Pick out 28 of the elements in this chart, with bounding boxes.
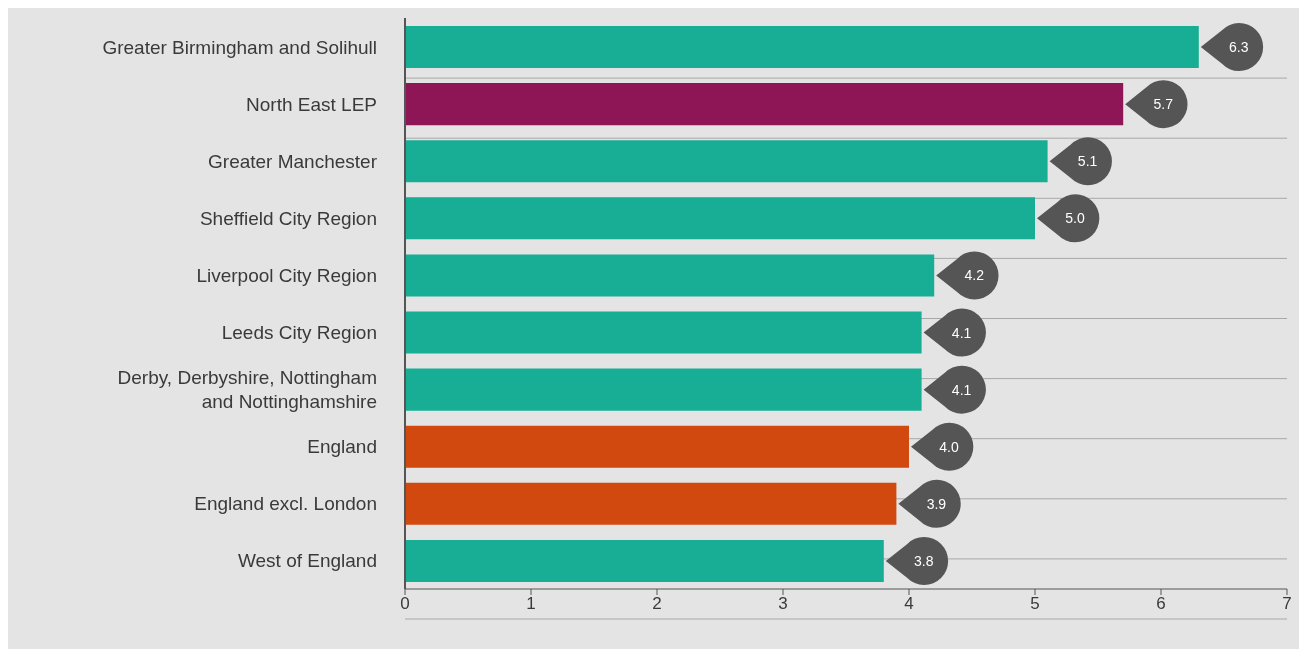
data-label: 5.0 xyxy=(1065,210,1085,227)
data-label: 4.0 xyxy=(939,438,959,455)
data-label: 3.8 xyxy=(914,552,934,569)
data-label: 4.2 xyxy=(964,267,985,284)
data-label: 4.1 xyxy=(951,324,972,341)
data-label: 5.7 xyxy=(1153,96,1174,113)
x-tick-label: 5 xyxy=(1030,594,1040,614)
data-label: 6.3 xyxy=(1229,39,1249,56)
y-tick-label: West of England xyxy=(237,549,377,571)
data-label: 4.1 xyxy=(951,381,972,398)
x-tick-label: 0 xyxy=(400,594,410,614)
y-tick-label: England xyxy=(307,435,377,457)
y-tick-label: Leeds City Region xyxy=(221,321,377,343)
y-tick-label: Liverpool City Region xyxy=(196,264,377,286)
y-tick-label: England excl. London xyxy=(194,492,377,514)
data-label: 5.1 xyxy=(1077,153,1098,170)
y-tick-label: North East LEP xyxy=(246,93,377,115)
data-label: 3.9 xyxy=(926,495,947,512)
x-tick-label: 3 xyxy=(778,594,788,614)
x-tick-label: 1 xyxy=(526,594,536,614)
y-tick-label: Greater Manchester xyxy=(208,150,378,172)
y-tick-label: Derby, Derbyshire, Nottingham and Nottinghamshire xyxy=(117,366,377,412)
x-tick-label: 6 xyxy=(1156,594,1166,614)
x-tick-label: 7 xyxy=(1282,594,1292,614)
x-tick-label: 2 xyxy=(652,594,662,614)
x-tick-label: 4 xyxy=(904,594,914,614)
y-tick-label: Greater Birmingham and Solihull xyxy=(102,36,377,58)
y-tick-label: Sheffield City Region xyxy=(199,207,377,229)
